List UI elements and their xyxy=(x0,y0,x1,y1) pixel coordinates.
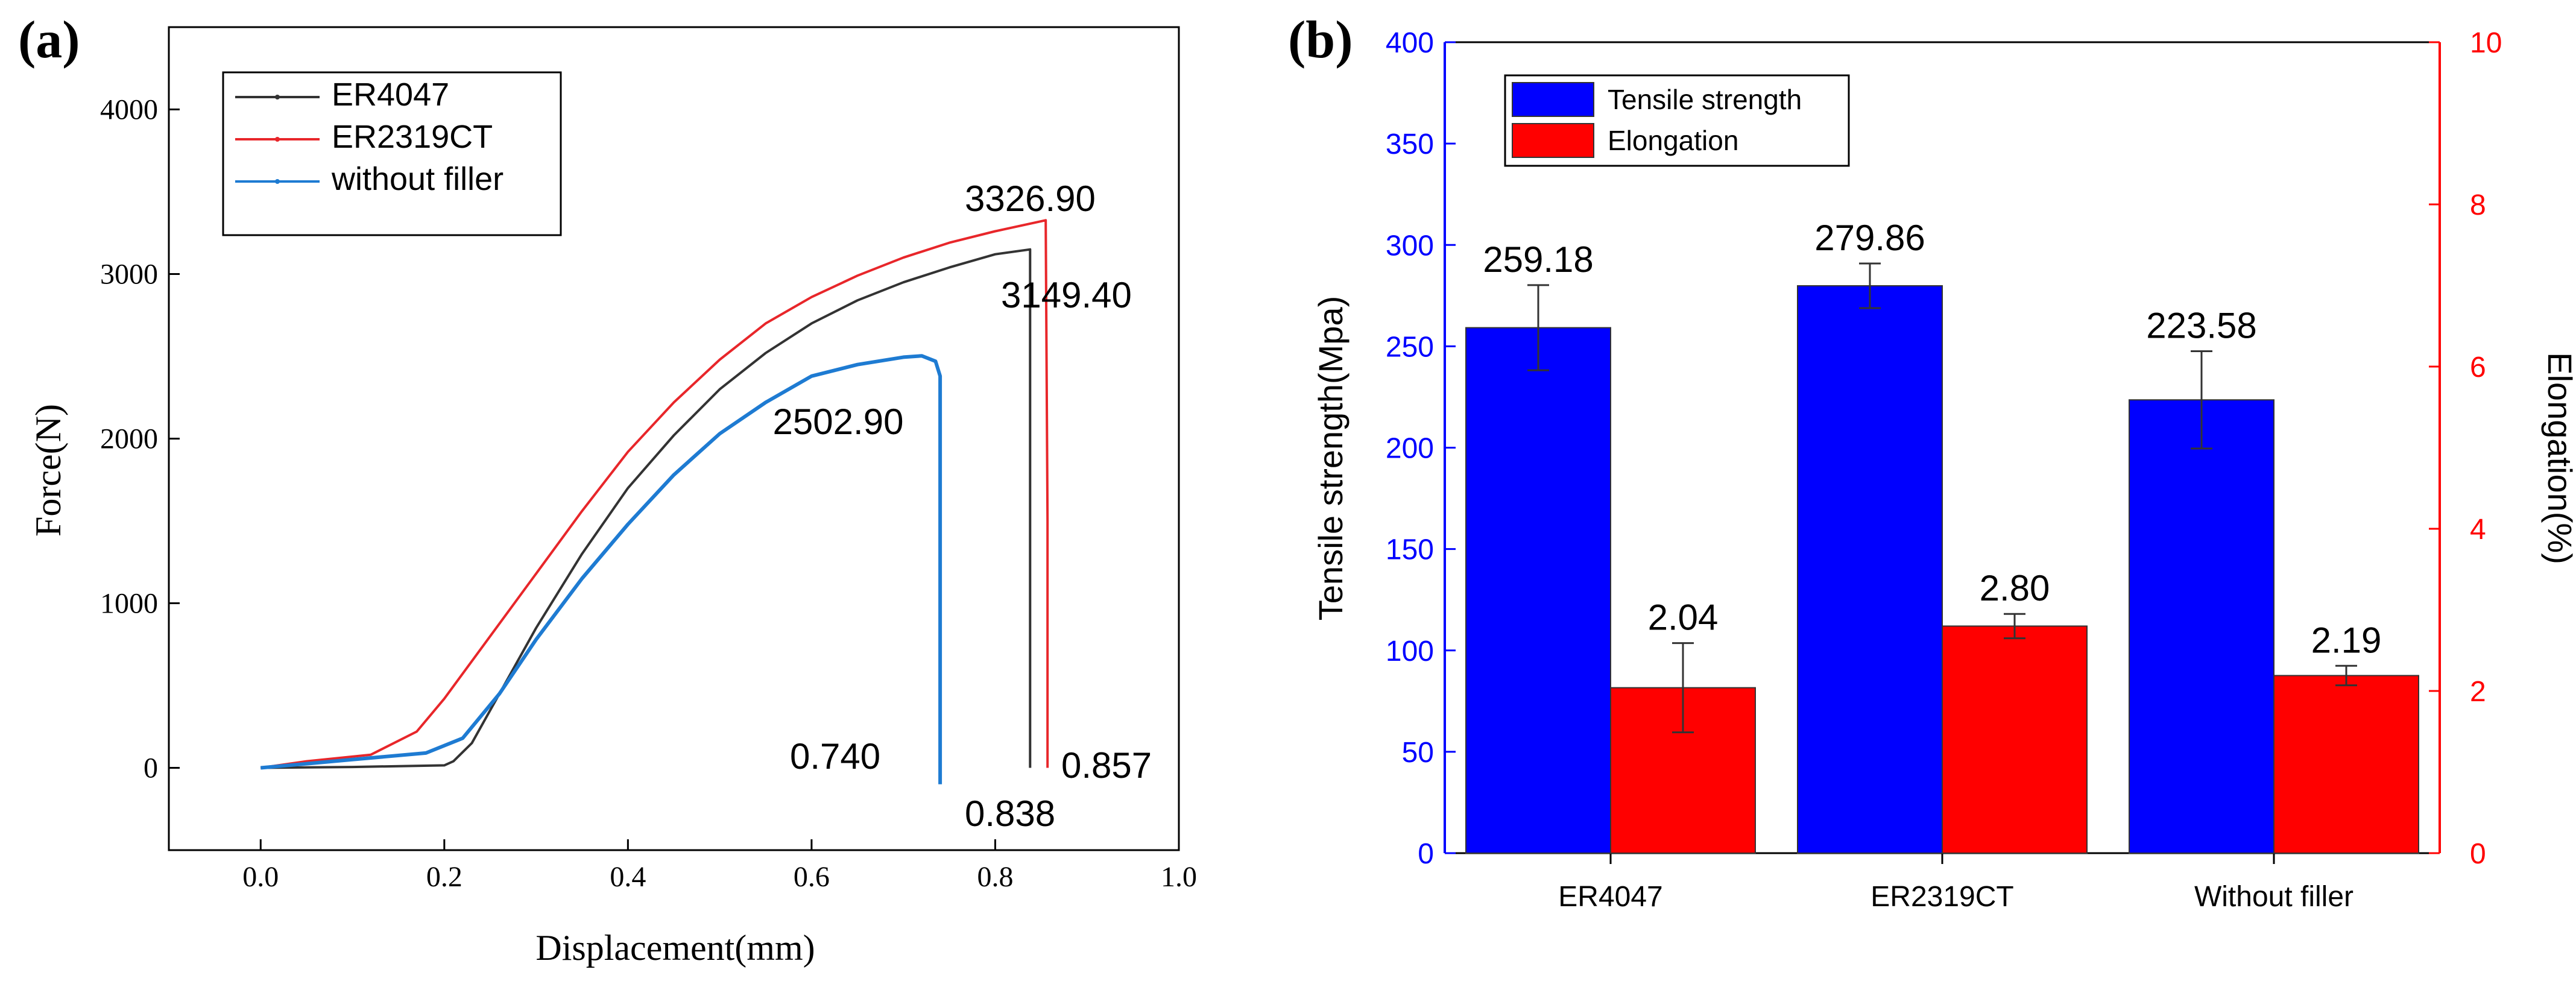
x-tick-label-a: 1.0 xyxy=(1161,861,1197,893)
y-tick-label-a: 4000 xyxy=(100,94,158,126)
x-tick-label-a: 0.0 xyxy=(242,861,279,893)
x-tick-label-a: 0.8 xyxy=(977,861,1013,893)
data-label-b: 2.80 xyxy=(1980,568,2050,608)
data-label-b: 259.18 xyxy=(1483,239,1594,280)
y-tick-label-a: 3000 xyxy=(100,259,158,291)
y-axis-label-a: Force(N) xyxy=(28,404,68,537)
bar-tensile-strength xyxy=(2129,399,2275,854)
category-label-b: ER4047 xyxy=(1558,881,1662,913)
panel-label-b: (b) xyxy=(1288,11,1353,69)
annotation-a: 3149.40 xyxy=(1001,275,1132,315)
force-displacement-chart: (a) 0.0 0.2 0.4 0.6 0.8 1.0 0 1000 2000 3000 4000 E… xyxy=(18,11,1197,968)
y-tick-label-b-right: 10 xyxy=(2470,27,2502,59)
bar-tensile-strength xyxy=(1797,285,1943,854)
panel-label-a: (a) xyxy=(18,11,80,69)
legend-a xyxy=(222,71,562,236)
y-tick-label-b-right: 4 xyxy=(2470,514,2486,546)
series-line-er4047 xyxy=(260,248,1032,769)
legend-label-a: ER4047 xyxy=(332,77,449,113)
y-tick-label-a: 0 xyxy=(144,752,158,784)
category-label-b: ER2319CT xyxy=(1870,881,2013,913)
legend-swatch-b xyxy=(1512,82,1594,117)
legend-label-b: Tensile strength xyxy=(1608,84,1802,115)
legend-marker-a xyxy=(275,137,280,142)
x-tick-label-a: 0.6 xyxy=(794,861,830,893)
plot-area-b: 0 50 100 150 200 250 300 350 400 0 2 4 6 8 10 ER4047 259… xyxy=(1386,27,2502,913)
data-label-b: 223.58 xyxy=(2146,306,2257,346)
annotation-a: 0.857 xyxy=(1061,745,1152,786)
legend-marker-a xyxy=(275,95,280,99)
series-line-er2319ct xyxy=(260,219,1049,769)
legend-label-a: without filler xyxy=(331,161,504,197)
legend-label-b: Elongation xyxy=(1608,125,1738,156)
category-label-b: Without filler xyxy=(2194,881,2353,913)
x-tick-label-a: 0.4 xyxy=(610,861,646,893)
y-tick-label-a: 2000 xyxy=(100,423,158,455)
bar-elongation xyxy=(1942,625,2088,854)
y-tick-label-b-left: 150 xyxy=(1386,534,1434,566)
y-tick-label-b-left: 300 xyxy=(1386,230,1434,262)
y-tick-label-b-right: 6 xyxy=(2470,352,2486,383)
data-label-b: 2.19 xyxy=(2311,620,2382,660)
data-label-b: 279.86 xyxy=(1814,218,1925,258)
y-tick-label-b-left: 0 xyxy=(1418,838,1434,870)
series-line-without-filler xyxy=(260,354,942,784)
y-tick-label-b-right: 8 xyxy=(2470,189,2486,221)
annotation-a: 3326.90 xyxy=(965,178,1096,219)
y-tick-label-b-left: 250 xyxy=(1386,331,1434,363)
y-axis-label-b-right: Elongation(%) xyxy=(2541,352,2576,564)
annotation-a: 0.838 xyxy=(965,793,1055,834)
legend-marker-a xyxy=(275,179,280,184)
annotation-a: 0.740 xyxy=(790,736,880,777)
legend-label-a: ER2319CT xyxy=(332,119,493,155)
bar-elongation xyxy=(2273,675,2419,854)
x-tick-label-a: 0.2 xyxy=(426,861,462,893)
legend-swatch-b xyxy=(1512,123,1594,158)
annotation-a: 2502.90 xyxy=(773,402,904,442)
tensile-elongation-chart: (b) 0 50 100 150 200 250 300 350 400 0 2 4 6 8 10 ER404… xyxy=(1288,11,2576,913)
data-label-b: 2.04 xyxy=(1648,598,1719,638)
x-axis-label-a: Displacement(mm) xyxy=(535,928,815,968)
y-tick-label-b-left: 200 xyxy=(1386,433,1434,465)
y-tick-label-b-left: 350 xyxy=(1386,128,1434,160)
bar-tensile-strength xyxy=(1465,327,1611,854)
y-tick-label-b-right: 0 xyxy=(2470,838,2486,870)
y-tick-label-a: 1000 xyxy=(100,588,158,620)
y-axis-label-b-left: Tensile strength(Mpa) xyxy=(1312,296,1350,620)
y-tick-label-b-left: 100 xyxy=(1386,635,1434,667)
y-tick-label-b-left: 400 xyxy=(1386,27,1434,59)
plot-area-a: 0.0 0.2 0.4 0.6 0.8 1.0 0 1000 2000 3000 4000 ER404… xyxy=(100,26,1197,893)
y-tick-label-b-left: 50 xyxy=(1402,737,1434,769)
y-tick-label-b-right: 2 xyxy=(2470,676,2486,708)
